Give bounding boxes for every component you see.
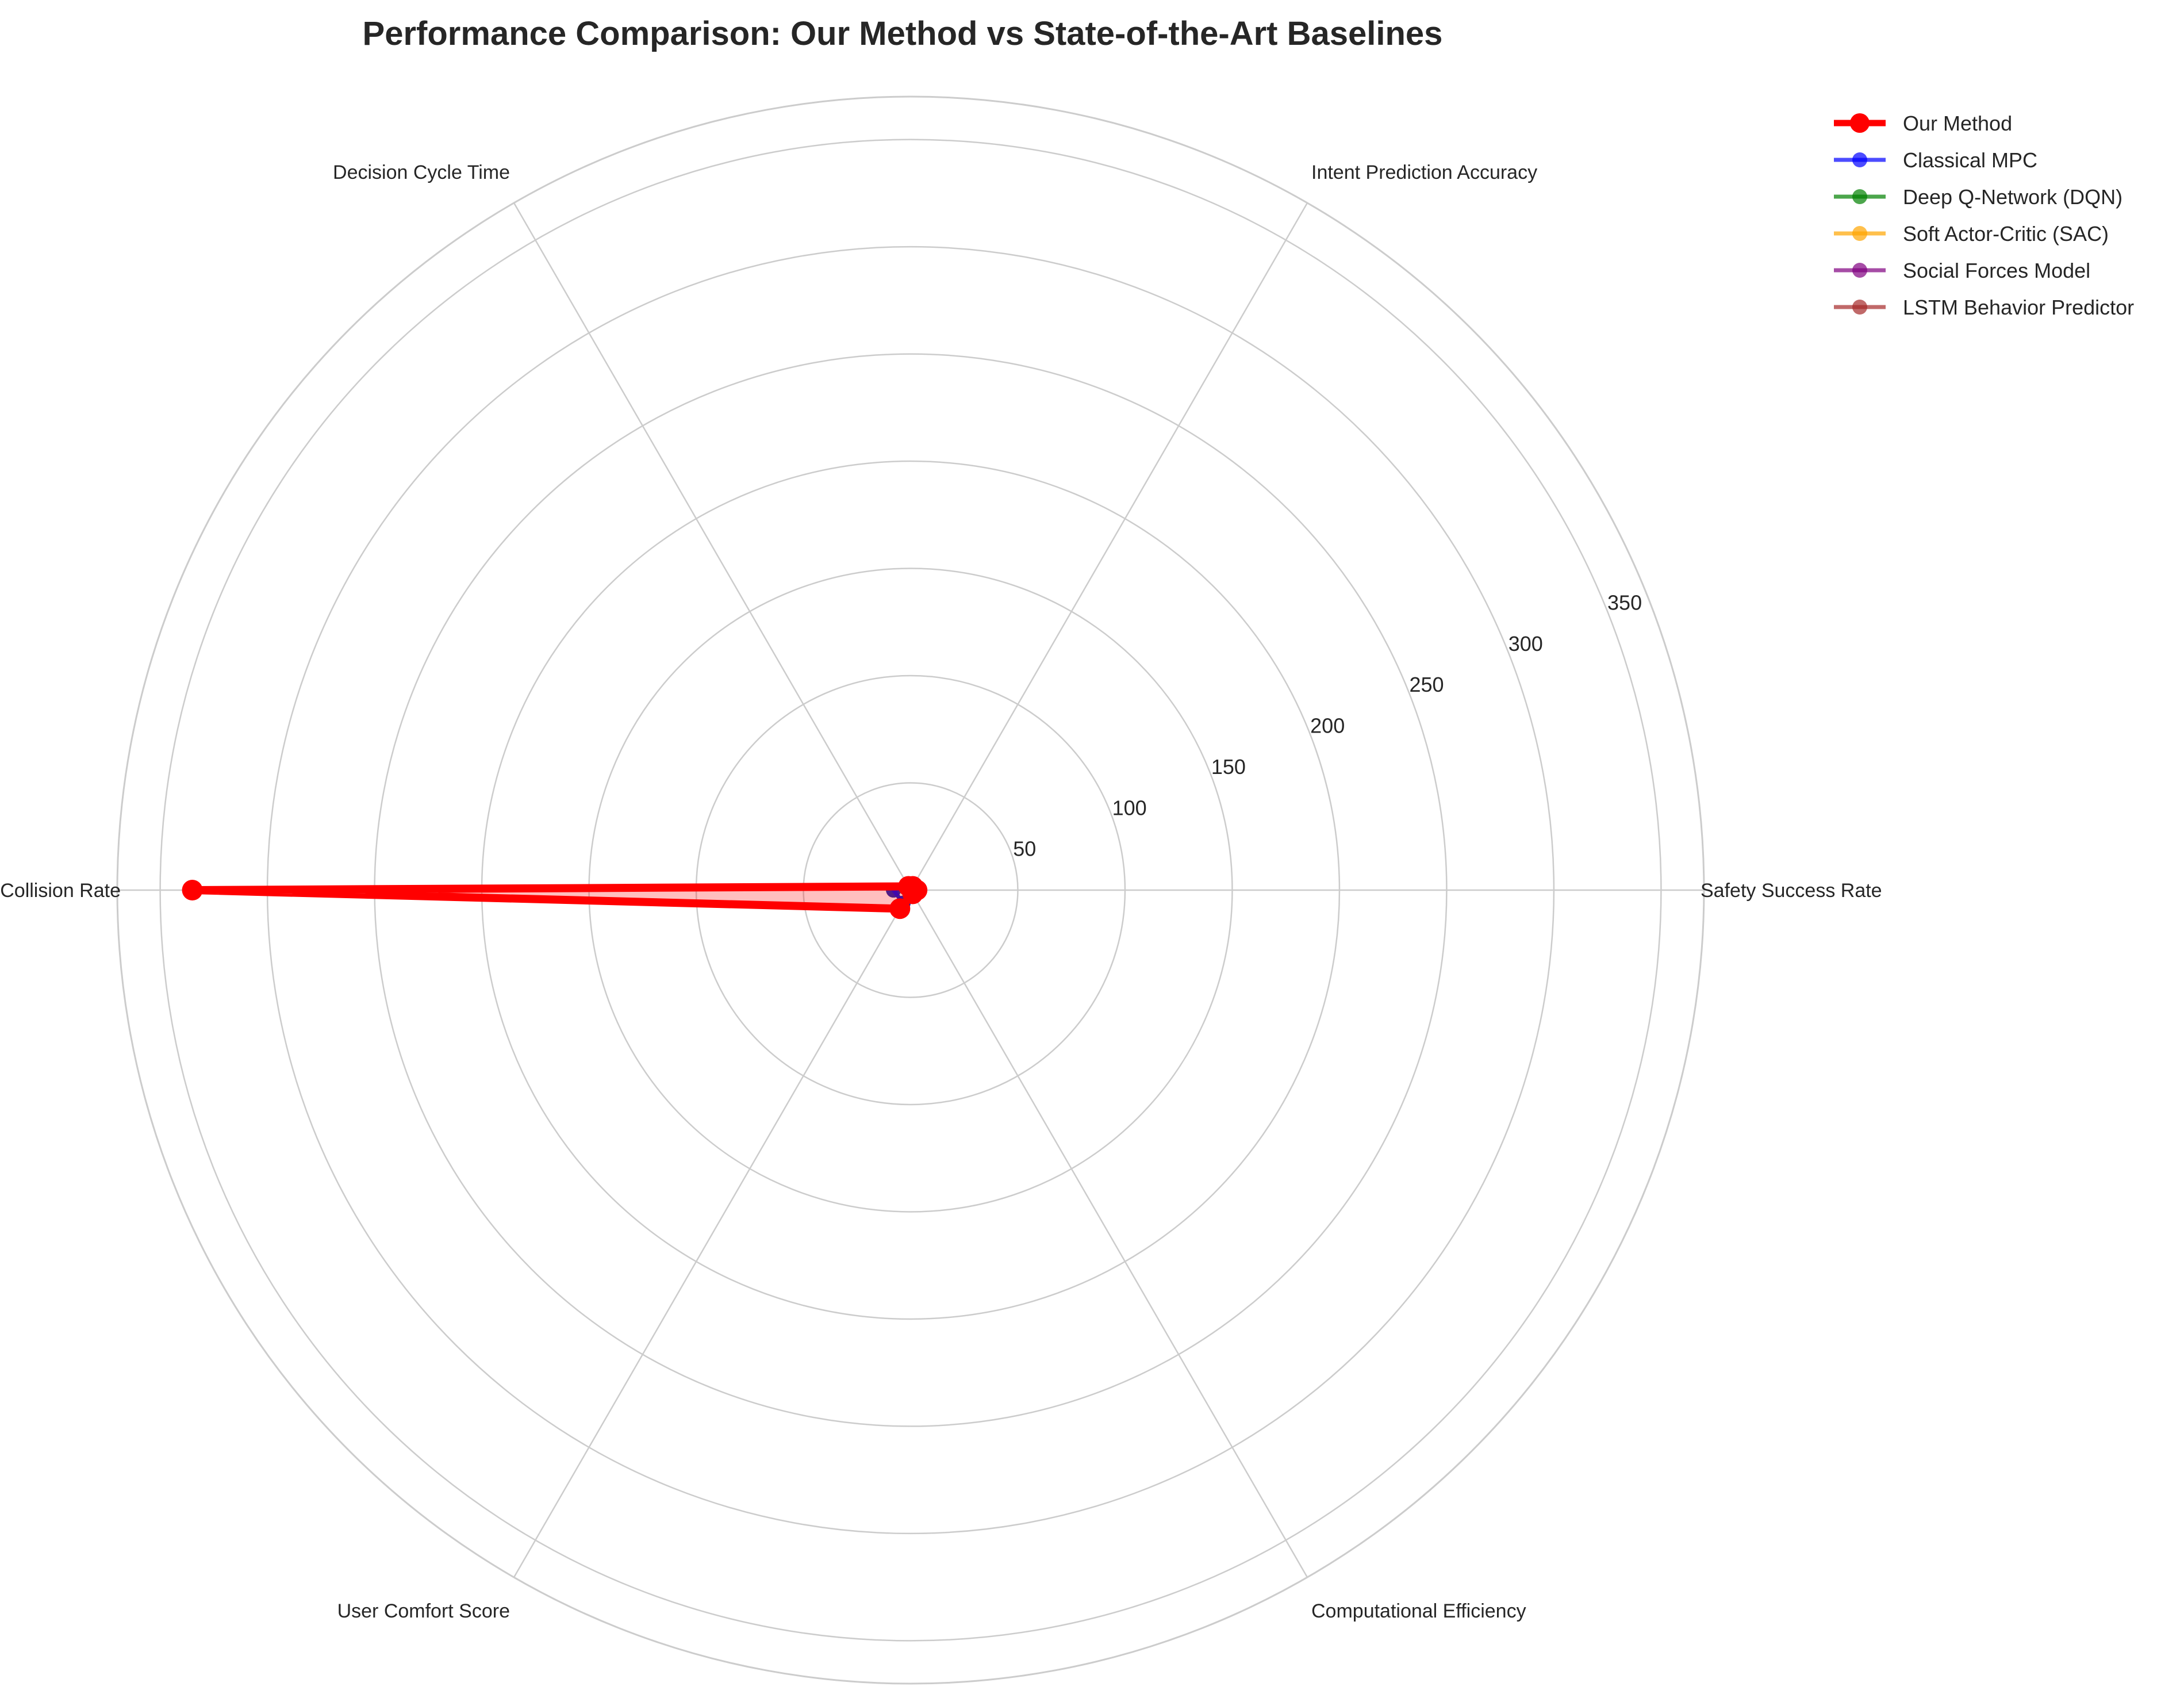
radial-tick-label: 200 (1310, 714, 1345, 738)
category-label: Safety Success Rate (1701, 880, 1882, 902)
legend-label: Social Forces Model (1903, 259, 2090, 282)
category-label: Collision Rate (0, 880, 121, 902)
data-point (902, 883, 923, 904)
radial-tick-label: 50 (1013, 837, 1036, 861)
category-label: Decision Cycle Time (333, 162, 510, 183)
legend-label: Deep Q-Network (DQN) (1903, 185, 2122, 209)
series-our-method (182, 876, 928, 919)
legend-label: Our Method (1903, 112, 2012, 135)
grid-spoke (513, 890, 912, 1578)
grid-spoke (513, 202, 912, 891)
legend-marker (1852, 152, 1867, 167)
data-point (182, 880, 203, 900)
legend-entry: Our Method (1834, 112, 2012, 135)
category-label: Computational Efficiency (1311, 1600, 1526, 1622)
legend-marker (1852, 300, 1867, 315)
radial-tick-labels: 50 100 150 200 250 300 350 (1013, 591, 1642, 860)
legend-entry: Deep Q-Network (DQN) (1834, 185, 2122, 209)
radial-tick-label: 150 (1211, 755, 1246, 779)
radial-tick-label: 300 (1509, 632, 1543, 656)
data-point (889, 898, 911, 919)
radial-tick-label: 250 (1409, 673, 1444, 696)
legend-entry: Social Forces Model (1834, 259, 2090, 282)
legend-label: Soft Actor-Critic (SAC) (1903, 222, 2109, 246)
legend-marker (1852, 263, 1867, 278)
legend-label: Classical MPC (1903, 148, 2037, 172)
grid-spoke (909, 202, 1308, 891)
legend-marker (1850, 113, 1870, 133)
chart-title: Performance Comparison: Our Method vs St… (363, 15, 1443, 52)
legend-marker (1852, 226, 1867, 241)
category-label: Intent Prediction Accuracy (1311, 162, 1537, 183)
radial-tick-label: 100 (1112, 796, 1147, 819)
radial-tick-label: 350 (1607, 591, 1642, 614)
legend-entry: LSTM Behavior Predictor (1834, 296, 2134, 319)
legend-entry: Classical MPC (1834, 148, 2037, 172)
legend-label: LSTM Behavior Predictor (1903, 296, 2134, 319)
legend-entry: Soft Actor-Critic (SAC) (1834, 222, 2109, 246)
data-series (182, 876, 928, 919)
legend: Our Method Classical MPC Deep Q-Network (D… (1834, 112, 2134, 319)
grid-spoke (909, 890, 1308, 1578)
category-labels: Safety Success Rate Intent Prediction Acc… (0, 162, 1882, 1622)
legend-marker (1852, 189, 1867, 204)
category-label: User Comfort Score (337, 1600, 510, 1622)
